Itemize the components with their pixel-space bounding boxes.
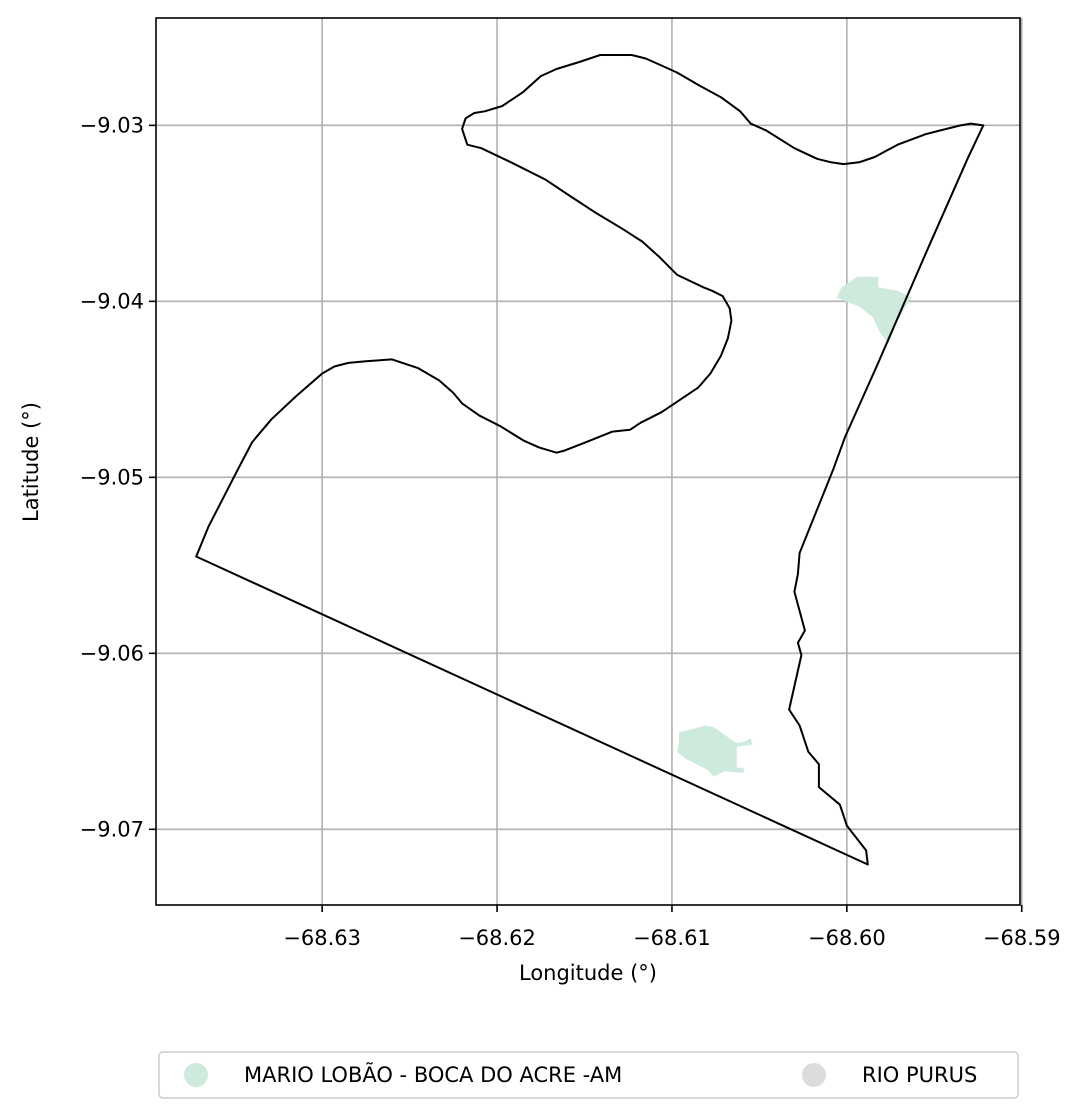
x-tick-label: −68.62 [458,926,536,950]
legend-marker-mario-lobao [184,1063,208,1087]
y-axis-ticks: −9.03 −9.04 −9.05 −9.06 −9.07 [80,113,156,841]
y-axis-label: Latitude (°) [19,402,43,522]
legend-box [158,1051,1019,1099]
legend-marker-rio-purus [802,1063,826,1087]
y-tick-label: −9.04 [80,289,144,313]
y-tick-label: −9.07 [80,817,144,841]
x-tick-label: −68.59 [983,926,1061,950]
mario-lobao-polygons [677,276,912,777]
legend-label-rio-purus: RIO PURUS [862,1063,977,1087]
y-tick-label: −9.05 [80,465,144,489]
legend-label-mario-lobao: MARIO LOBÃO - BOCA DO ACRE -AM [244,1061,622,1087]
x-tick-label: −68.61 [633,926,711,950]
legend: MARIO LOBÃO - BOCA DO ACRE -AM RIO PURUS [158,1051,1019,1099]
x-tick-label: −68.63 [283,926,361,950]
grid-lines [156,18,1023,905]
y-tick-label: −9.06 [80,641,144,665]
rio-purus-boundary [195,54,985,866]
x-axis-label: Longitude (°) [519,961,657,985]
mario-lobao-area [677,725,753,777]
boundary-outline [195,54,985,866]
plot-frame [155,17,1021,906]
x-axis-ticks: −68.63 −68.62 −68.61 −68.60 −68.59 [283,905,1061,950]
x-tick-label: −68.60 [808,926,886,950]
y-tick-label: −9.03 [80,113,144,137]
